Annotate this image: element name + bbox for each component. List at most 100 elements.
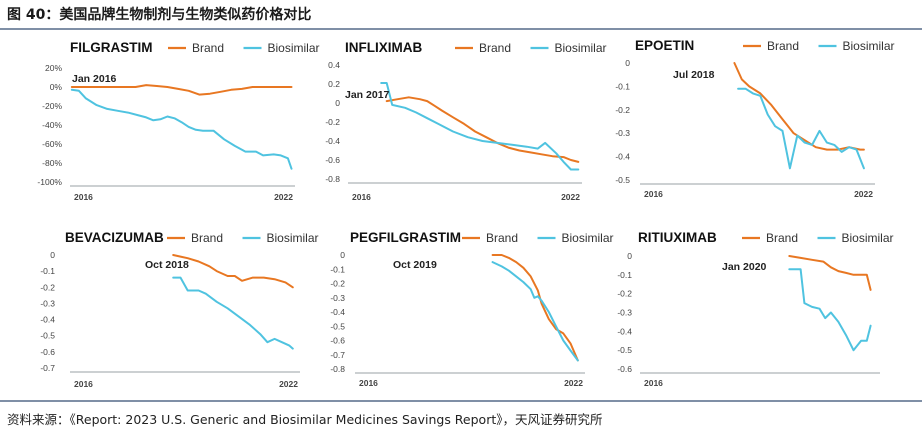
biosimilar-series-line xyxy=(788,268,872,352)
chart-title: INFLIXIMAB xyxy=(345,40,422,55)
y-tick-label: -0.4 xyxy=(325,136,340,146)
y-tick-label: -60% xyxy=(42,139,62,149)
y-tick-label: 0 xyxy=(335,98,340,108)
biosimilar-series-line xyxy=(737,87,865,170)
bottom-divider xyxy=(0,400,922,402)
y-tick-label: -0.3 xyxy=(617,308,632,318)
y-tick-label: -0.3 xyxy=(330,293,345,303)
launch-annotation: Oct 2018 xyxy=(145,259,189,271)
y-tick-label: -0.5 xyxy=(40,331,55,341)
legend-label: Brand xyxy=(766,231,798,245)
y-tick-label: 0 xyxy=(625,58,630,68)
x-tick-label: 2016 xyxy=(359,378,378,388)
x-tick-label: 2016 xyxy=(352,192,371,202)
legend-label: Biosimilar xyxy=(843,39,895,53)
brand-series-line xyxy=(172,254,294,289)
y-tick-label: -0.2 xyxy=(615,105,630,115)
y-tick-label: -0.4 xyxy=(40,315,55,325)
x-tick-label: 2016 xyxy=(74,192,93,202)
y-tick-label: -0.2 xyxy=(325,117,340,127)
chart-panel: FILGRASTIM Brand Biosimilar 20% 0% -20% -40% -6… xyxy=(37,40,319,202)
y-tick-label: -0.5 xyxy=(615,175,630,185)
y-tick-label: -100% xyxy=(37,177,62,187)
legend-label: Biosimilar xyxy=(268,41,320,55)
y-tick-label: -0.4 xyxy=(330,307,345,317)
chart-title: EPOETIN xyxy=(635,38,694,53)
y-tick-label: -0.7 xyxy=(330,350,345,360)
legend-label: Biosimilar xyxy=(555,41,607,55)
chart-panel: PEGFILGRASTIM Brand Biosimilar 0 -0.1 -0.2 -0.… xyxy=(330,230,613,388)
chart-panel: EPOETIN Brand Biosimilar 0 -0.1 -0.2 -0.3 -0.4 -… xyxy=(615,38,894,199)
brand-series-line xyxy=(788,255,872,291)
y-tick-label: -0.6 xyxy=(617,364,632,374)
legend-label: Brand xyxy=(479,41,511,55)
x-tick-label: 2016 xyxy=(74,379,93,389)
launch-annotation: Jan 2020 xyxy=(722,261,767,273)
chart-title: FILGRASTIM xyxy=(70,40,153,55)
legend-label: Brand xyxy=(191,231,223,245)
y-tick-label: 20% xyxy=(45,63,62,73)
biosimilar-series-line xyxy=(70,88,293,170)
y-tick-label: -0.1 xyxy=(330,264,345,274)
chart-grid: FILGRASTIM Brand Biosimilar 20% 0% -20% -40% -6… xyxy=(37,38,894,389)
y-tick-label: -0.3 xyxy=(40,298,55,308)
legend-label: Biosimilar xyxy=(562,231,614,245)
y-tick-label: 0.4 xyxy=(328,60,340,70)
y-tick-label: -0.5 xyxy=(617,345,632,355)
figure-title: 图 40：美国品牌生物制剂与生物类似药价格对比 xyxy=(7,7,312,23)
x-tick-label: 2016 xyxy=(644,189,663,199)
y-tick-label: -0.7 xyxy=(40,363,55,373)
chart-panel: RITIUXIMAB Brand Biosimilar 0 -0.1 -0.2 -0.3 -0… xyxy=(617,230,893,388)
chart-panel: BEVACIZUMAB Brand Biosimilar 0 -0.1 -0.2 -0.3 -… xyxy=(40,230,318,389)
legend-label: Brand xyxy=(767,39,799,53)
x-tick-label: 2022 xyxy=(564,378,583,388)
x-tick-label: 2022 xyxy=(854,189,873,199)
launch-annotation: Jan 2017 xyxy=(345,89,390,101)
y-tick-label: -0.1 xyxy=(40,266,55,276)
legend-label: Brand xyxy=(486,231,518,245)
chart-title: PEGFILGRASTIM xyxy=(350,230,461,245)
y-tick-label: -0.4 xyxy=(617,326,632,336)
chart-title: RITIUXIMAB xyxy=(638,230,717,245)
y-tick-label: -0.6 xyxy=(40,347,55,357)
y-tick-label: -0.1 xyxy=(617,270,632,280)
chart-panel: INFLIXIMAB Brand Biosimilar 0.4 0.2 0 -0.2 -0.4… xyxy=(325,40,606,202)
y-tick-label: -0.2 xyxy=(40,282,55,292)
legend-label: Biosimilar xyxy=(267,231,319,245)
y-tick-label: -0.6 xyxy=(325,155,340,165)
legend-label: Biosimilar xyxy=(842,231,894,245)
y-tick-label: -0.5 xyxy=(330,321,345,331)
launch-annotation: Jan 2016 xyxy=(72,73,117,85)
y-tick-label: 0.2 xyxy=(328,79,340,89)
legend-label: Brand xyxy=(192,41,224,55)
brand-series-line xyxy=(70,84,293,96)
chart-title: BEVACIZUMAB xyxy=(65,230,164,245)
x-tick-label: 2016 xyxy=(644,378,663,388)
y-tick-label: -80% xyxy=(42,158,62,168)
y-tick-label: -0.8 xyxy=(325,174,340,184)
x-tick-label: 2022 xyxy=(279,379,298,389)
y-tick-label: -0.2 xyxy=(617,289,632,299)
y-tick-label: -20% xyxy=(42,101,62,111)
source-note: 资料来源：《Report: 2023 U.S. Generic and Bios… xyxy=(7,412,603,427)
y-tick-label: 0 xyxy=(50,250,55,260)
y-tick-label: 0% xyxy=(50,82,63,92)
y-tick-label: 0 xyxy=(627,251,632,261)
x-tick-label: 2022 xyxy=(561,192,580,202)
launch-annotation: Jul 2018 xyxy=(673,69,715,81)
y-tick-label: -0.1 xyxy=(615,81,630,91)
y-tick-label: -0.6 xyxy=(330,336,345,346)
top-divider xyxy=(0,28,922,30)
brand-series-line xyxy=(385,96,580,163)
launch-annotation: Oct 2019 xyxy=(393,259,437,271)
brand-series-line xyxy=(491,254,579,362)
y-tick-label: 0 xyxy=(340,250,345,260)
biosimilar-series-line xyxy=(380,82,580,171)
y-tick-label: -0.3 xyxy=(615,128,630,138)
x-tick-label: 2022 xyxy=(274,192,293,202)
biosimilar-series-line xyxy=(491,261,579,362)
y-tick-label: -0.8 xyxy=(330,364,345,374)
y-tick-label: -40% xyxy=(42,120,62,130)
y-tick-label: -0.4 xyxy=(615,152,630,162)
y-tick-label: -0.2 xyxy=(330,279,345,289)
